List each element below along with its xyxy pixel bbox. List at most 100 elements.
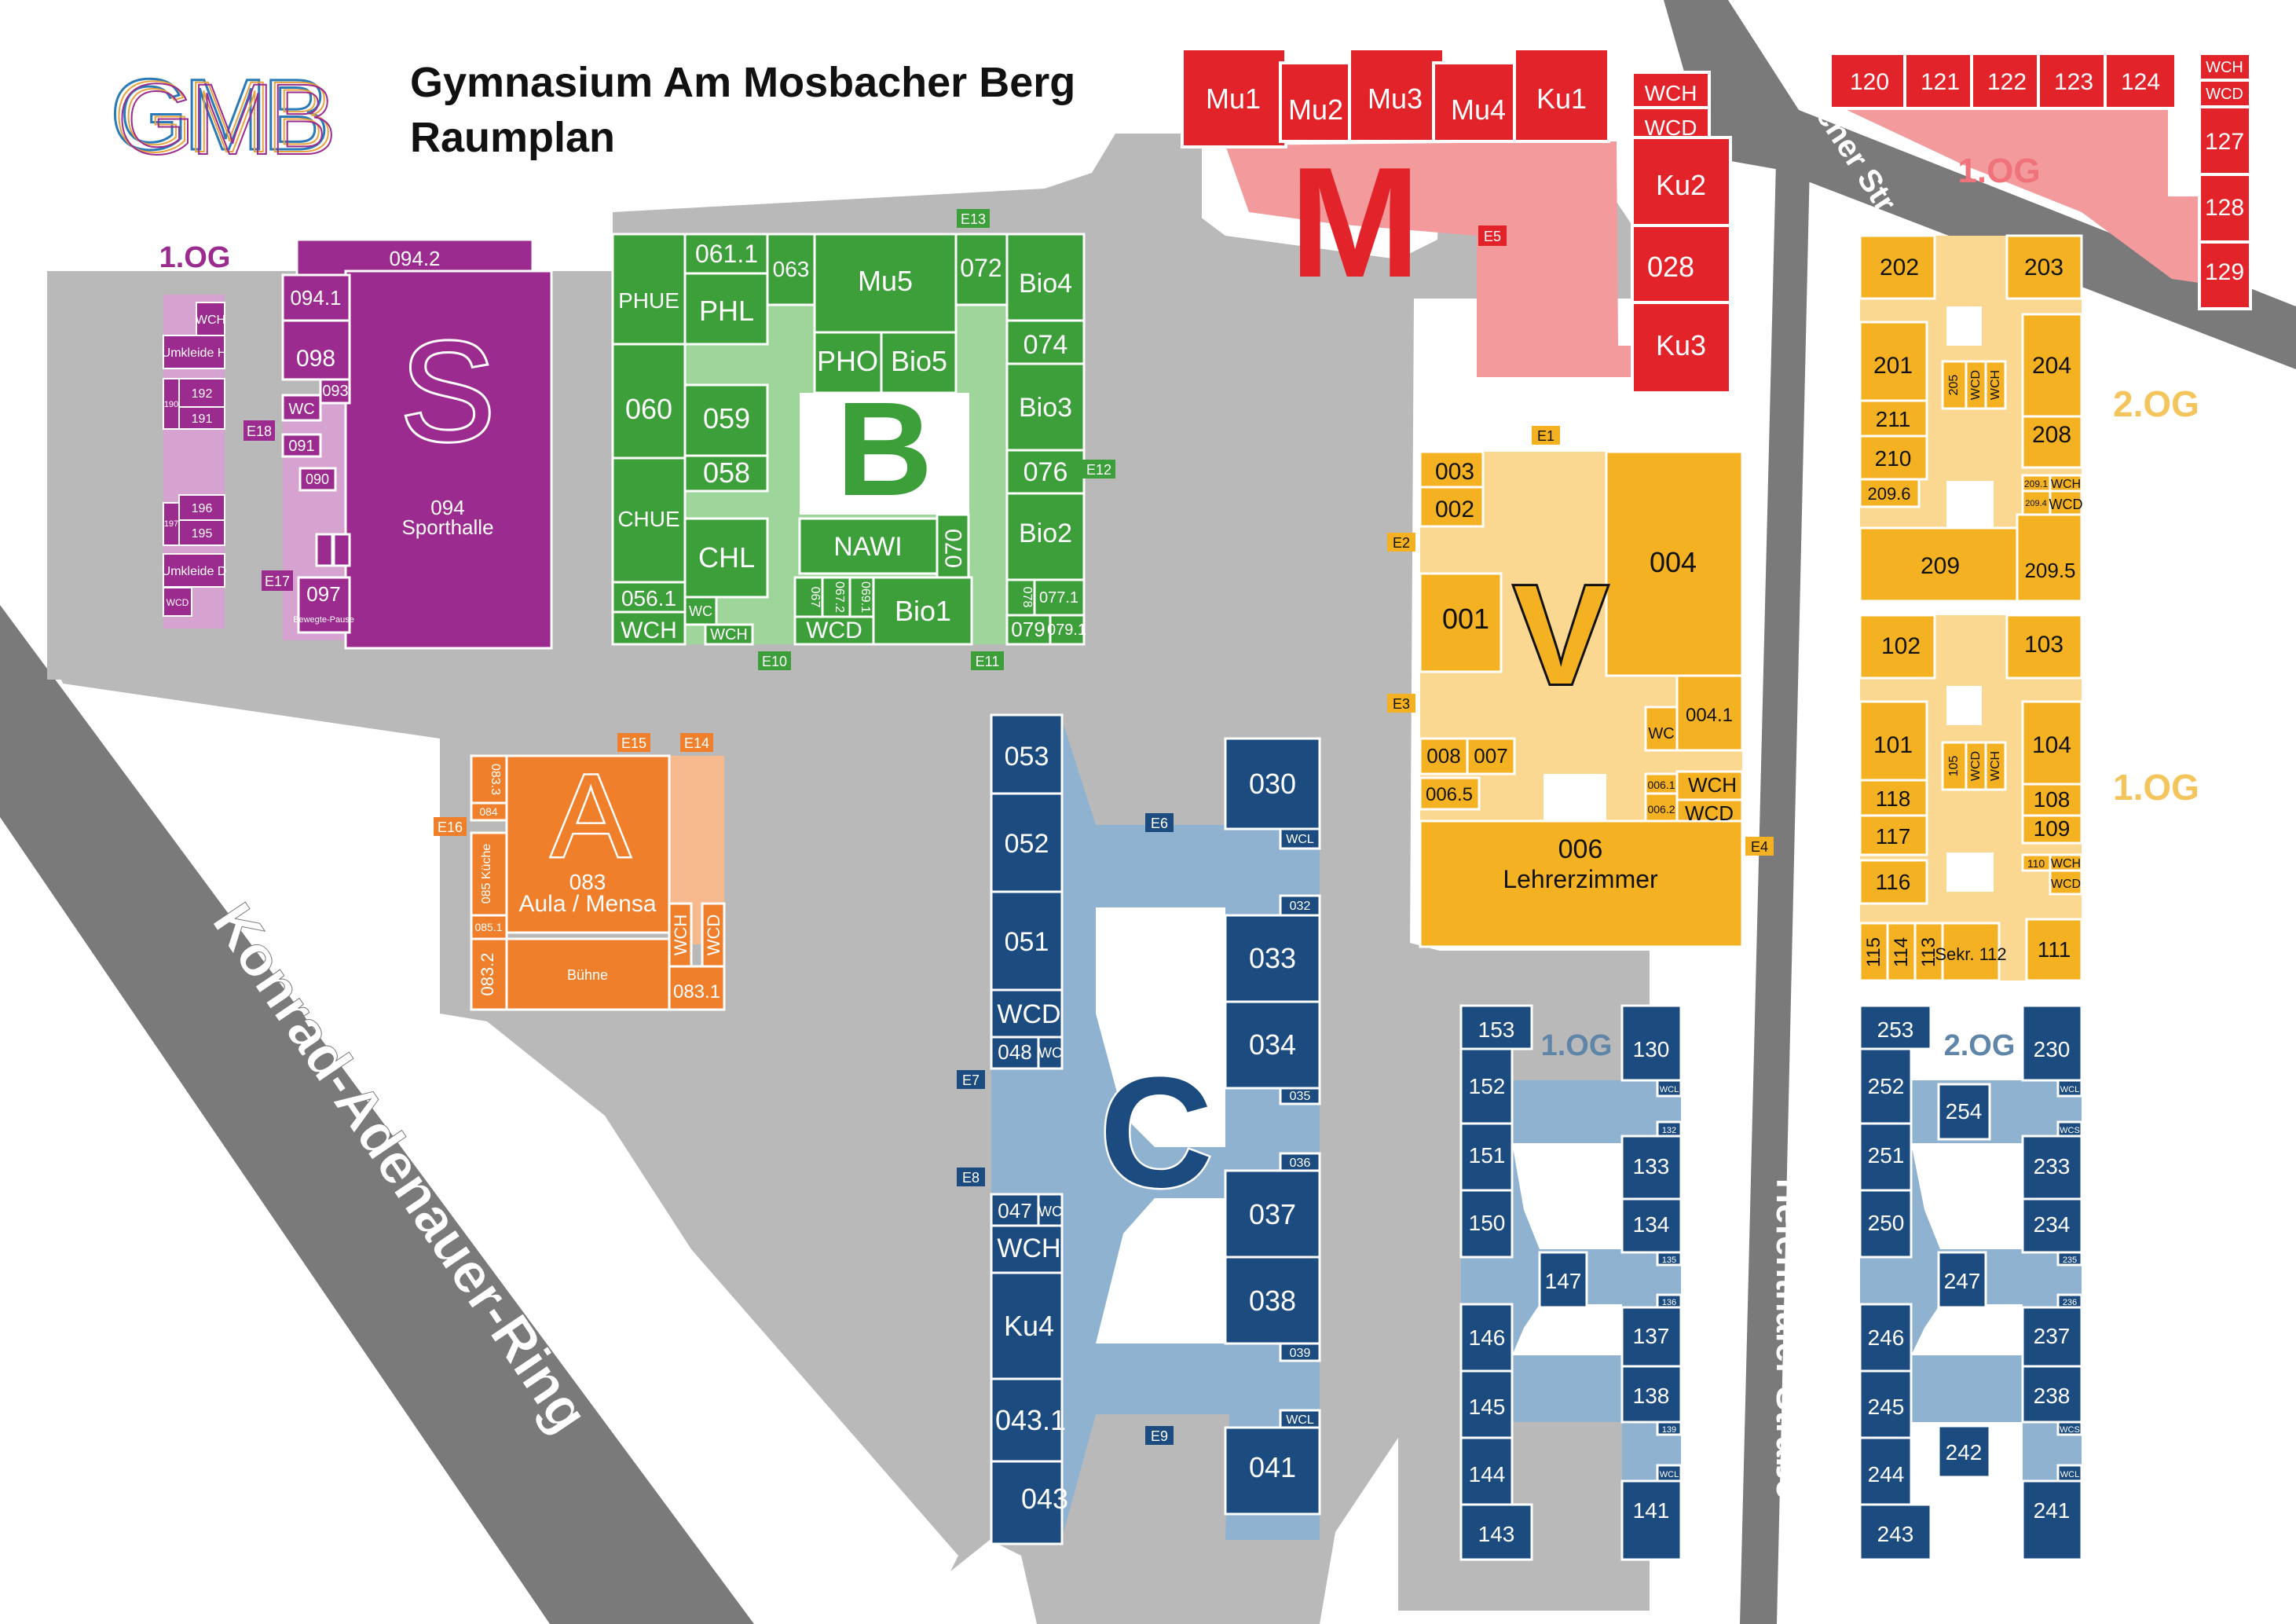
room-006-5[interactable]	[1419, 776, 1481, 811]
room-117[interactable]	[1858, 814, 1928, 856]
room-116[interactable]	[1858, 859, 1928, 905]
room-wc-v[interactable]	[1644, 706, 1679, 752]
room-104[interactable]	[2021, 700, 2083, 786]
room-051[interactable]	[990, 890, 1064, 992]
room-101[interactable]	[1858, 700, 1928, 782]
entrance-e17[interactable]	[262, 570, 293, 591]
room-247[interactable]	[1937, 1251, 1987, 1309]
entrance-e14[interactable]	[680, 733, 713, 752]
room-191[interactable]	[178, 406, 225, 430]
room-002[interactable]	[1419, 486, 1485, 528]
room-098[interactable]	[281, 319, 351, 381]
room-wcd-a[interactable]	[701, 902, 726, 968]
room-209[interactable]	[1858, 526, 2019, 603]
room-138[interactable]	[1620, 1365, 1683, 1424]
room-153[interactable]	[1459, 1004, 1533, 1050]
room-242[interactable]	[1937, 1424, 1991, 1479]
room-244[interactable]	[1858, 1436, 1913, 1506]
entrance-e6[interactable]	[1145, 813, 1174, 832]
room-094[interactable]	[344, 269, 553, 650]
room-wcd-m1[interactable]	[2198, 79, 2252, 110]
room-137[interactable]	[1620, 1306, 1683, 1368]
room-umkleide-d[interactable]	[163, 553, 225, 588]
room-093[interactable]	[319, 378, 351, 405]
room-237[interactable]	[2021, 1306, 2083, 1368]
entrance-e5[interactable]	[1478, 225, 1507, 246]
room-085[interactable]	[470, 831, 508, 917]
room-083-1[interactable]	[668, 965, 726, 1011]
entrance-e1[interactable]	[1532, 426, 1560, 445]
room-250[interactable]	[1858, 1189, 1913, 1259]
room-wcl-c1[interactable]	[1279, 827, 1321, 850]
room-037[interactable]	[1224, 1169, 1321, 1259]
room-039[interactable]	[1279, 1342, 1321, 1362]
room-wcl-11[interactable]	[1656, 1079, 1683, 1098]
room-091[interactable]	[281, 433, 322, 458]
room-145[interactable]	[1459, 1369, 1514, 1439]
room-111[interactable]	[2025, 918, 2083, 982]
room-mu5[interactable]	[813, 233, 958, 334]
entrance-e15[interactable]	[617, 733, 650, 752]
room-135[interactable]	[1656, 1251, 1683, 1267]
room-063[interactable]	[766, 233, 816, 306]
room-bio3[interactable]	[1005, 362, 1086, 452]
room-072[interactable]	[954, 233, 1009, 306]
room-152[interactable]	[1459, 1047, 1514, 1125]
room-wch-s1[interactable]	[196, 302, 225, 336]
room-001[interactable]	[1419, 572, 1503, 673]
room-139[interactable]	[1656, 1421, 1683, 1436]
room-wcd-b[interactable]	[793, 615, 875, 646]
room-bio5[interactable]	[880, 331, 958, 394]
room-234[interactable]	[2021, 1197, 2083, 1254]
room-004[interactable]	[1605, 450, 1744, 677]
room-phl[interactable]	[683, 272, 769, 346]
room-147[interactable]	[1538, 1251, 1588, 1309]
room-004-1[interactable]	[1675, 674, 1744, 752]
room-150[interactable]	[1459, 1189, 1514, 1259]
room-035[interactable]	[1279, 1087, 1321, 1105]
room-109[interactable]	[2021, 814, 2083, 845]
room-134[interactable]	[1620, 1197, 1683, 1254]
room-079-1[interactable]	[1049, 614, 1086, 646]
entrance-e2[interactable]	[1387, 533, 1415, 552]
room-wch-2[interactable]	[1984, 360, 2007, 410]
room-254[interactable]	[1937, 1083, 1991, 1141]
room-ku3[interactable]	[1631, 301, 1732, 394]
room-108[interactable]	[2021, 783, 2083, 817]
room-041[interactable]	[1224, 1426, 1321, 1516]
room-128[interactable]	[2198, 173, 2252, 247]
room-202[interactable]	[1858, 234, 1936, 300]
room-wc-s2[interactable]	[315, 533, 334, 567]
room-141[interactable]	[1620, 1479, 1683, 1561]
room-038[interactable]	[1224, 1256, 1321, 1345]
room-230[interactable]	[2021, 1004, 2083, 1082]
room-058[interactable]	[683, 454, 769, 493]
room-235[interactable]	[2056, 1251, 2083, 1267]
room-233[interactable]	[2021, 1135, 2083, 1201]
room-wcs-22[interactable]	[2056, 1421, 2083, 1436]
entrance-e3[interactable]	[1387, 694, 1415, 713]
room-251[interactable]	[1858, 1122, 1913, 1192]
room-030[interactable]	[1224, 737, 1321, 830]
room-nawi[interactable]	[798, 517, 939, 575]
room-pho[interactable]	[813, 331, 883, 394]
room-sekr[interactable]	[1941, 922, 2001, 982]
room-209-6[interactable]	[1858, 478, 1921, 508]
entrance-e11[interactable]	[971, 651, 1004, 670]
room-097[interactable]	[297, 576, 351, 634]
room-wcd-s1[interactable]	[163, 587, 192, 617]
room-090[interactable]	[298, 467, 337, 492]
room-043[interactable]	[990, 1460, 1064, 1545]
entrance-e4[interactable]	[1745, 837, 1774, 856]
room-059[interactable]	[683, 383, 769, 457]
room-203[interactable]	[2005, 234, 2083, 300]
room-umkleide-h[interactable]	[163, 335, 225, 369]
room-243[interactable]	[1858, 1503, 1932, 1561]
room-208[interactable]	[2021, 415, 2083, 469]
room-006[interactable]	[1419, 819, 1744, 948]
room-wc-s[interactable]	[281, 394, 322, 422]
room-wch-c[interactable]	[990, 1224, 1064, 1274]
room-120[interactable]	[1829, 52, 1910, 110]
room-241[interactable]	[2021, 1479, 2083, 1561]
room-102[interactable]	[1858, 614, 1936, 680]
